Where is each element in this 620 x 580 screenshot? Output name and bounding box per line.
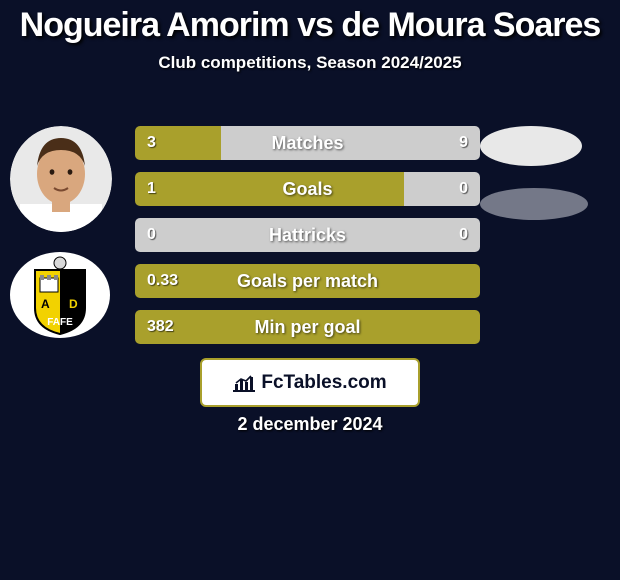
stat-row: 39Matches — [135, 126, 480, 160]
stat-values: 382 — [135, 310, 480, 344]
ellipse-0 — [480, 126, 582, 166]
stat-value-left: 382 — [147, 318, 174, 336]
stat-values: 10 — [135, 172, 480, 206]
avatar-eye-l — [50, 169, 55, 175]
stat-values: 39 — [135, 126, 480, 160]
stat-value-left: 0.33 — [147, 272, 178, 290]
stat-row: 382Min per goal — [135, 310, 480, 344]
stats-bars: 39Matches10Goals00Hattricks0.33Goals per… — [135, 126, 480, 356]
club-text-D: D — [69, 297, 78, 311]
stat-values: 00 — [135, 218, 480, 252]
club-text-A: A — [41, 297, 50, 311]
stat-value-left: 0 — [147, 226, 156, 244]
left-avatars: A D FAFE — [10, 126, 120, 338]
club-badge: A D FAFE — [10, 252, 110, 338]
stat-row: 00Hattricks — [135, 218, 480, 252]
subtitle: Club competitions, Season 2024/2025 — [0, 53, 620, 73]
stat-value-right: 9 — [459, 134, 468, 152]
right-ellipses — [480, 126, 600, 242]
stat-value-right: 0 — [459, 226, 468, 244]
chart-icon — [233, 374, 255, 392]
player-avatar-svg — [10, 126, 112, 232]
brand-box: FcTables.com — [200, 358, 420, 407]
date-text: 2 december 2024 — [0, 414, 620, 435]
stat-row: 10Goals — [135, 172, 480, 206]
stat-value-left: 3 — [147, 134, 156, 152]
stat-values: 0.33 — [135, 264, 480, 298]
stat-value-right: 0 — [459, 180, 468, 198]
avatar-eye-r — [68, 169, 73, 175]
brand-text: FcTables.com — [261, 372, 386, 394]
stat-row: 0.33Goals per match — [135, 264, 480, 298]
comparison-card: Nogueira Amorim vs de Moura Soares Club … — [0, 6, 620, 580]
player-avatar — [10, 126, 112, 232]
avatar-neck — [52, 196, 70, 212]
page-title: Nogueira Amorim vs de Moura Soares — [0, 6, 620, 45]
club-badge-svg: A D FAFE — [10, 252, 110, 338]
club-text-fafe: FAFE — [47, 317, 73, 328]
ellipse-1 — [480, 188, 588, 220]
stat-value-left: 1 — [147, 180, 156, 198]
